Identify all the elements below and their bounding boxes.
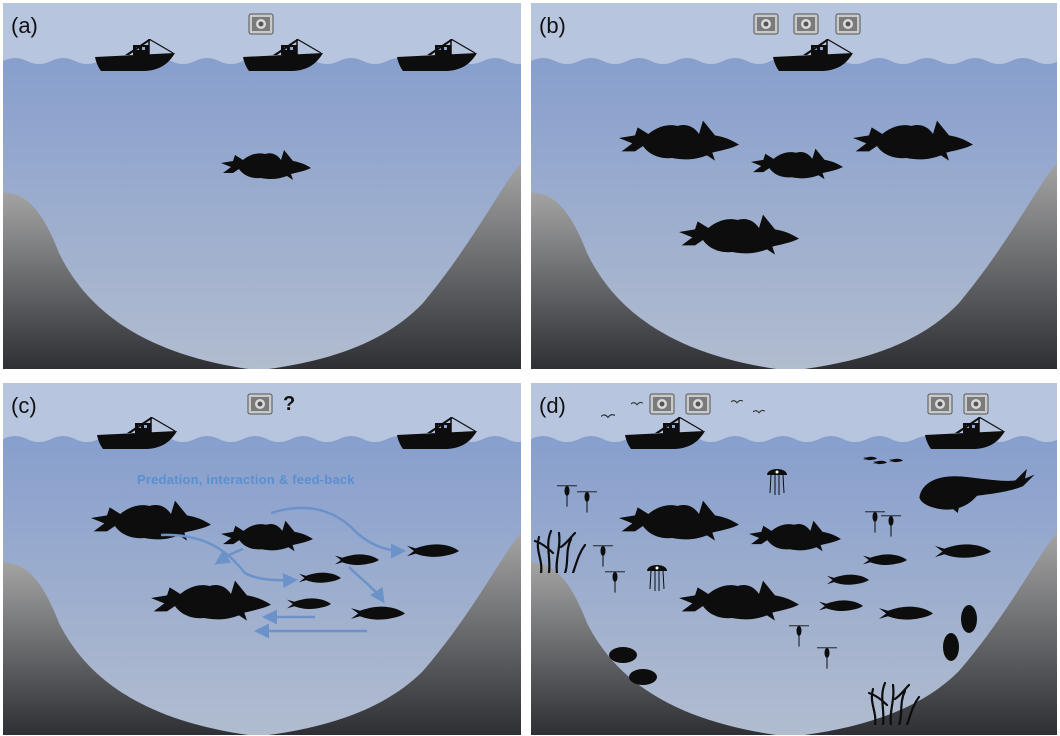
money-icon: [753, 13, 779, 35]
arrow: [348, 566, 385, 604]
money-icon: [835, 13, 861, 35]
money-icon: [248, 13, 274, 35]
panel-c: (c) ? Predation, interaction & feed-back: [3, 383, 521, 735]
panel-c-scene: [3, 383, 521, 735]
arrow: [270, 506, 406, 559]
panel-a: (a): [3, 3, 521, 369]
money-icon: [247, 393, 273, 415]
squid-icon: [609, 647, 637, 663]
panel-label: (a): [11, 13, 38, 38]
seabed-left: [531, 562, 777, 735]
money-icon: [649, 393, 675, 415]
seabed-left: [3, 562, 249, 735]
panel-label: (c): [11, 393, 37, 418]
panel-d-scene: [531, 383, 1057, 735]
arrow: [160, 533, 298, 589]
panel-b-scene: [531, 3, 1057, 369]
squid-icon: [961, 605, 977, 633]
question-mark: ?: [283, 393, 296, 415]
seabed-right: [804, 163, 1057, 369]
squid-icon: [629, 669, 657, 685]
seabed-left: [3, 192, 249, 369]
money-icon: [927, 393, 953, 415]
panel-b: (b): [531, 3, 1057, 369]
interaction-arrows: [160, 506, 406, 639]
seabed-right: [268, 533, 521, 735]
arrow: [214, 547, 244, 565]
seabed-right: [804, 533, 1057, 735]
money-icon: [793, 13, 819, 35]
seabed-right: [268, 163, 521, 369]
squid-icon: [943, 633, 959, 661]
panel-label: (b): [539, 13, 566, 38]
seabed-left: [531, 192, 777, 369]
panel-a-scene: [3, 3, 521, 369]
squid-group: [609, 605, 977, 685]
panel-d: (d): [531, 383, 1057, 735]
money-icon: [685, 393, 711, 415]
annotation: Predation, interaction & feed-back: [137, 472, 355, 487]
money-icon: [963, 393, 989, 415]
sea: [3, 58, 521, 369]
panel-label: (d): [539, 393, 566, 418]
